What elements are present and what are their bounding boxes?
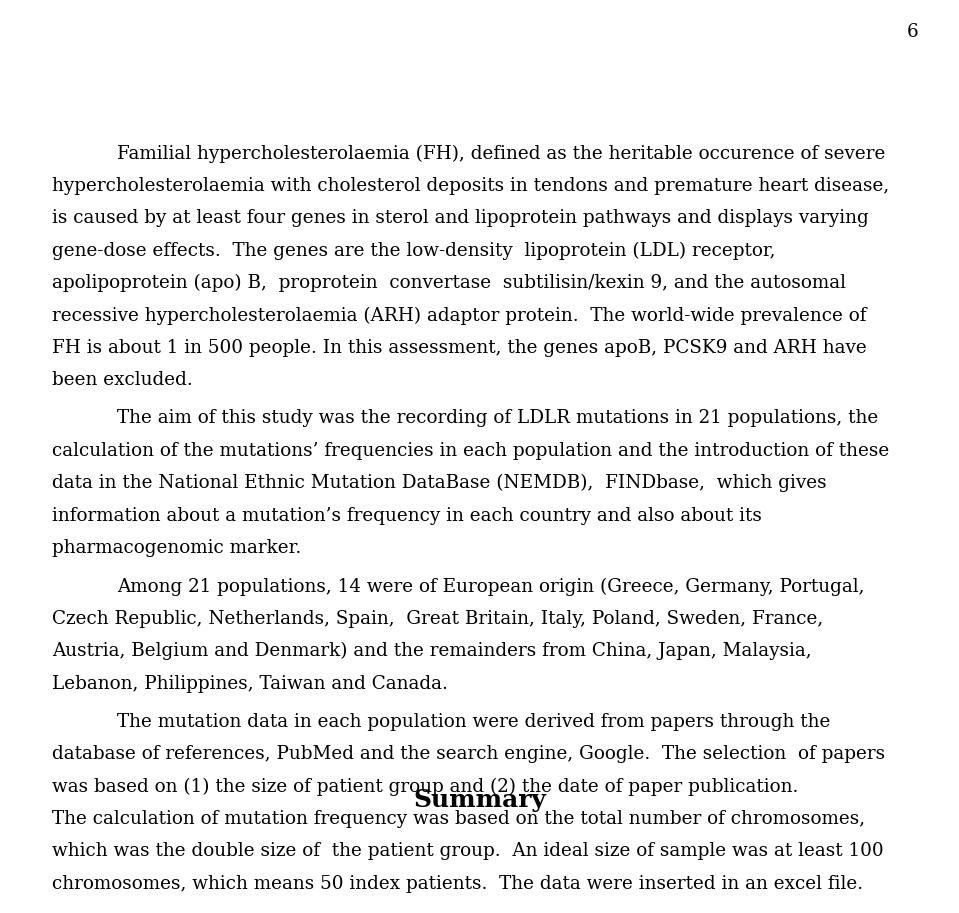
Text: Lebanon, Philippines, Taiwan and Canada.: Lebanon, Philippines, Taiwan and Canada. xyxy=(52,675,448,692)
Text: hypercholesterolaemia with cholesterol deposits in tendons and premature heart d: hypercholesterolaemia with cholesterol d… xyxy=(52,177,889,194)
Text: recessive hypercholesterolaemia (ARH) adaptor protein.  The world-wide prevalenc: recessive hypercholesterolaemia (ARH) ad… xyxy=(52,306,866,324)
Text: database of references, PubMed and the search engine, Google.  The selection  of: database of references, PubMed and the s… xyxy=(52,745,885,763)
Text: The calculation of mutation frequency was based on the total number of chromosom: The calculation of mutation frequency wa… xyxy=(52,810,865,828)
Text: which was the double size of  the patient group.  An ideal size of sample was at: which was the double size of the patient… xyxy=(52,843,883,860)
Text: Familial hypercholesterolaemia (FH), defined as the heritable occurence of sever: Familial hypercholesterolaemia (FH), def… xyxy=(117,144,885,163)
Text: is caused by at least four genes in sterol and lipoprotein pathways and displays: is caused by at least four genes in ster… xyxy=(52,209,869,227)
Text: Summary: Summary xyxy=(413,788,546,812)
Text: gene-dose effects.  The genes are the low-density  lipoprotein (LDL) receptor,: gene-dose effects. The genes are the low… xyxy=(52,242,775,259)
Text: was based on (1) the size of patient group and (2) the date of paper publication: was based on (1) the size of patient gro… xyxy=(52,778,798,796)
Text: chromosomes, which means 50 index patients.  The data were inserted in an excel : chromosomes, which means 50 index patien… xyxy=(52,875,863,893)
Text: information about a mutation’s frequency in each country and also about its: information about a mutation’s frequency… xyxy=(52,507,761,525)
Text: apolipoprotein (apo) B,  proprotein  convertase  subtilisin/kexin 9, and the aut: apolipoprotein (apo) B, proprotein conve… xyxy=(52,274,846,292)
Text: Czech Republic, Netherlands, Spain,  Great Britain, Italy, Poland, Sweden, Franc: Czech Republic, Netherlands, Spain, Grea… xyxy=(52,610,823,627)
Text: pharmacogenomic marker.: pharmacogenomic marker. xyxy=(52,539,301,557)
Text: The mutation data in each population were derived from papers through the: The mutation data in each population wer… xyxy=(117,713,830,730)
Text: 6: 6 xyxy=(907,23,919,41)
Text: FH is about 1 in 500 people. In this assessment, the genes apoB, PCSK9 and ARH h: FH is about 1 in 500 people. In this ass… xyxy=(52,339,867,357)
Text: Austria, Belgium and Denmark) and the remainders from China, Japan, Malaysia,: Austria, Belgium and Denmark) and the re… xyxy=(52,642,811,660)
Text: The aim of this study was the recording of LDLR mutations in 21 populations, the: The aim of this study was the recording … xyxy=(117,409,878,427)
Text: calculation of the mutations’ frequencies in each population and the introductio: calculation of the mutations’ frequencie… xyxy=(52,442,889,460)
Text: data in the National Ethnic Mutation DataBase (NEMDB),  FINDbase,  which gives: data in the National Ethnic Mutation Dat… xyxy=(52,474,827,492)
Text: been excluded.: been excluded. xyxy=(52,371,193,389)
Text: Among 21 populations, 14 were of European origin (Greece, Germany, Portugal,: Among 21 populations, 14 were of Europea… xyxy=(117,577,864,595)
